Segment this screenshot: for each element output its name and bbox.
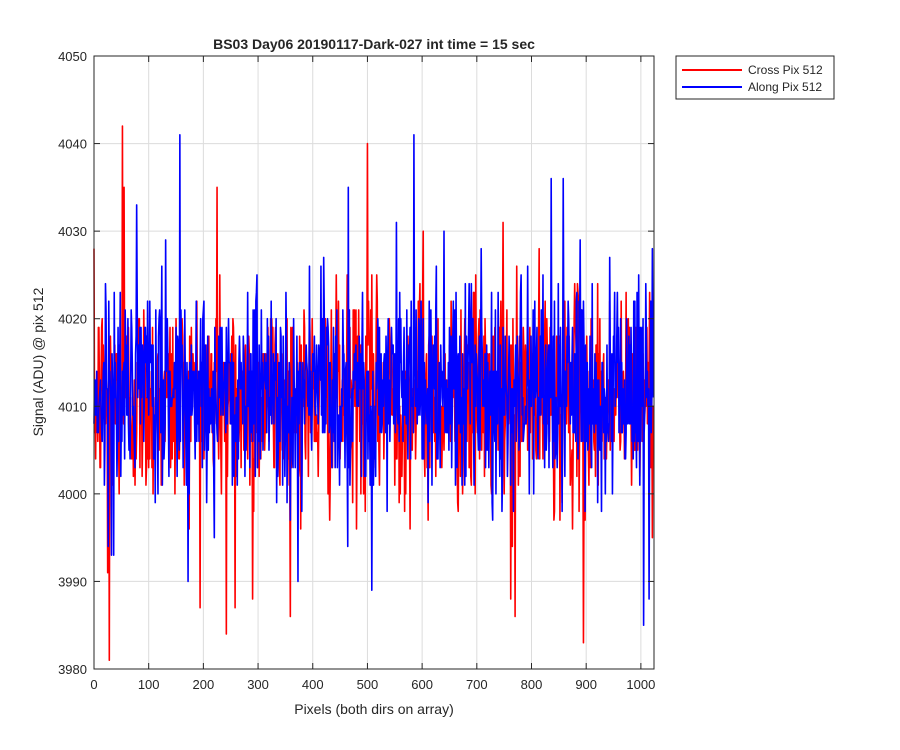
x-tick-label: 200 <box>193 677 215 692</box>
x-tick-label: 700 <box>466 677 488 692</box>
y-tick-label: 4030 <box>58 224 87 239</box>
legend: Cross Pix 512 Along Pix 512 <box>676 56 834 99</box>
x-tick-label: 600 <box>411 677 433 692</box>
legend-label-along: Along Pix 512 <box>748 80 822 94</box>
x-tick-label: 300 <box>247 677 269 692</box>
y-tick-label: 4050 <box>58 49 87 64</box>
x-tick-label: 1000 <box>626 677 655 692</box>
x-tick-label: 400 <box>302 677 324 692</box>
x-tick-label: 100 <box>138 677 160 692</box>
x-tick-label: 0 <box>90 677 97 692</box>
y-tick-label: 3990 <box>58 574 87 589</box>
y-tick-label: 4040 <box>58 137 87 152</box>
x-axis-title: Pixels (both dirs on array) <box>294 701 454 717</box>
y-tick-label: 3980 <box>58 662 87 677</box>
x-tick-label: 900 <box>575 677 597 692</box>
chart-title: BS03 Day06 20190117-Dark-027 int time = … <box>213 36 535 52</box>
y-tick-label: 4000 <box>58 487 87 502</box>
y-tick-label: 4010 <box>58 399 87 414</box>
y-tick-label: 4020 <box>58 312 87 327</box>
x-tick-label: 500 <box>357 677 379 692</box>
legend-label-cross: Cross Pix 512 <box>748 63 823 77</box>
y-axis-title: Signal (ADU) @ pix 512 <box>30 287 46 436</box>
x-tick-label: 800 <box>521 677 543 692</box>
